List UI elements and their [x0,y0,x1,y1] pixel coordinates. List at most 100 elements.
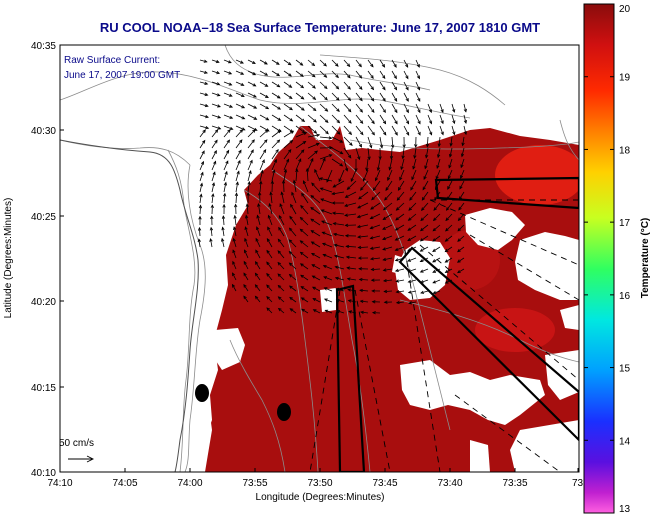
current-vector-head [311,264,316,268]
y-tick: 40:30 [31,126,64,137]
current-vector-head [225,160,229,165]
current-vector-head [290,130,295,135]
current-vector-head [382,216,387,220]
current-vector [415,125,421,136]
current-vector-head [339,139,344,143]
current-vector-head [278,215,282,219]
current-vector [271,70,280,76]
current-vector [338,169,345,182]
current-vector [211,140,218,149]
current-vector-head [382,257,387,261]
current-vector [289,216,297,226]
current-vector [266,307,273,314]
current-vector [335,277,345,281]
current-vector [291,192,297,204]
current-vector-head [445,207,450,211]
current-vector [367,92,375,102]
current-vector [235,182,239,193]
current-vector-head [197,238,201,243]
y-tick-label: 40:30 [31,126,56,137]
current-vector [382,235,393,240]
scale-label: 50 cm/s [59,438,94,449]
current-vector [370,224,381,229]
current-vector-head [288,227,293,232]
current-vector [300,228,309,237]
current-vector-head [239,128,244,133]
current-vector [333,233,345,237]
current-vector-head [227,129,231,133]
current-vector-head [408,301,413,305]
current-vector-head [362,177,366,182]
current-vector-head [348,120,352,124]
current-vector-head [347,108,352,113]
current-vector [243,295,249,303]
current-vector [420,235,429,242]
current-vector [311,264,321,270]
current-vector-head [200,171,204,176]
current-vector-head [456,259,461,263]
current-vector-head [357,245,362,250]
current-vector-head [336,108,340,113]
current-vector-head [273,158,277,163]
current-vector-head [210,204,214,208]
current-vector-head [214,129,219,133]
current-vector [357,213,369,218]
current-vector [235,139,243,149]
current-vector-head [369,144,373,149]
current-vector-head [224,170,228,175]
current-vector-head [222,203,226,208]
current-vector-head [201,150,205,155]
current-vector-head [275,61,280,65]
current-vector-head [384,197,388,201]
current-vector [331,147,343,155]
current-vector [319,70,327,78]
current-vector [221,238,225,248]
x-tick-label: 73:55 [242,478,267,489]
current-vector-head [413,155,417,160]
current-vector-head [299,263,304,267]
current-vector-head [198,204,203,209]
current-vector-head [452,131,456,136]
current-vector [367,59,374,68]
current-vector-head [339,163,344,167]
current-vector-head [250,149,254,154]
colorbar-tick-label: 20 [619,4,631,15]
current-vector-head [288,262,293,266]
current-vector-head [205,114,209,119]
current-vector [271,59,280,65]
current-vector [295,114,305,122]
current-vector [259,170,263,182]
current-vector [256,226,261,237]
x-tick: 74:00 [177,468,203,489]
current-vector [199,81,208,85]
current-vector [259,103,269,110]
current-vector-head [323,62,327,67]
current-vector [223,92,233,97]
current-vector [395,268,405,272]
current-vector-head [346,186,351,191]
current-vector [415,70,420,79]
current-vector [333,223,345,226]
current-vector-head [318,177,323,181]
current-vector-head [216,82,221,86]
current-vector-head [248,169,252,174]
current-vector-head [268,202,272,207]
sst-warm-patch [475,308,555,352]
current-vector-head [410,186,414,191]
current-vector-head [322,265,327,269]
y-tick-label: 40:25 [31,212,56,223]
current-vector [343,103,352,112]
current-vector [371,191,381,200]
y-tick: 40:20 [31,297,64,308]
current-vector-head [336,131,341,135]
current-vector-head [395,300,400,305]
current-vector [293,180,297,193]
current-vector-head [287,62,292,66]
current-vector [391,81,397,90]
current-vector [321,220,333,226]
current-vector-head [367,156,371,161]
current-vector [247,139,255,149]
current-vector [295,59,303,66]
current-vector [347,289,357,292]
current-vector-head [463,108,467,113]
